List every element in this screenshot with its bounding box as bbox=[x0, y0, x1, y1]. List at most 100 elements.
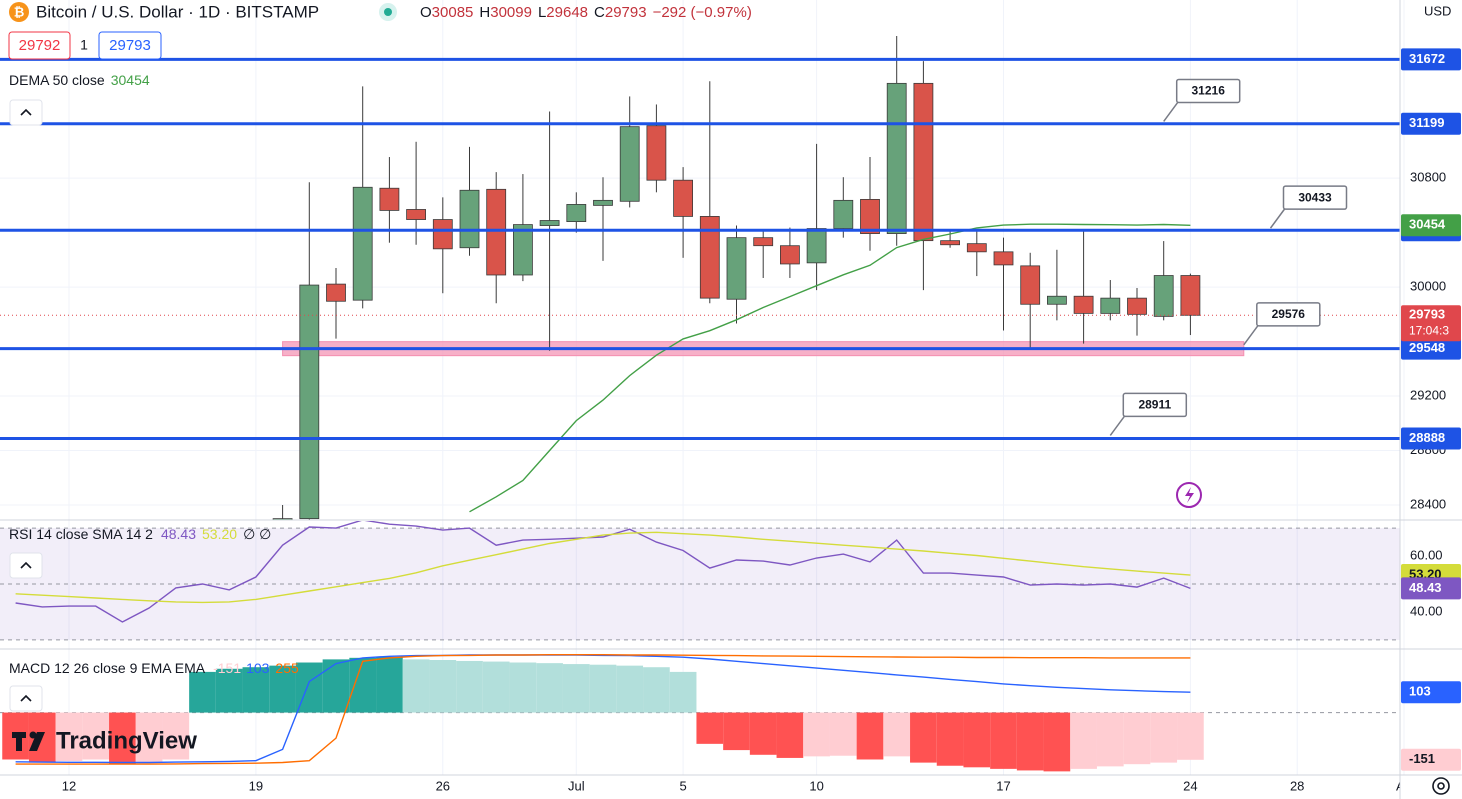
callout-box bbox=[1256, 302, 1321, 327]
indicator-line bbox=[15, 531, 1191, 604]
gear-ring[interactable] bbox=[1432, 777, 1450, 795]
collapse-button[interactable] bbox=[9, 685, 43, 712]
logo-mark bbox=[29, 731, 37, 739]
chevron bbox=[20, 694, 32, 702]
y-tick-label: 29200 bbox=[1410, 387, 1446, 402]
settings-icon[interactable] bbox=[1432, 777, 1450, 795]
callout-pointer bbox=[1163, 102, 1179, 122]
candle-body bbox=[379, 187, 400, 211]
callout-box bbox=[1122, 392, 1188, 418]
ask: 29793 bbox=[109, 37, 151, 54]
overlay-label: 30454 bbox=[1409, 217, 1446, 232]
ohlc-letter: O bbox=[420, 4, 432, 21]
hline-label: 31199 bbox=[1409, 115, 1444, 130]
x-tick-label: 24 bbox=[1183, 778, 1197, 793]
alert-bolt bbox=[1185, 487, 1194, 503]
button-box[interactable] bbox=[9, 99, 43, 126]
candle-body bbox=[673, 179, 693, 217]
histogram-bar bbox=[215, 668, 243, 713]
candle-body bbox=[806, 228, 827, 264]
callout-box bbox=[1282, 185, 1348, 210]
collapse-button[interactable] bbox=[9, 552, 43, 579]
histogram-bar bbox=[162, 712, 190, 760]
candle-body bbox=[753, 237, 774, 247]
hline-label-box bbox=[1401, 48, 1461, 71]
x-tick-label: 17 bbox=[996, 778, 1010, 793]
collapse-button[interactable] bbox=[9, 99, 43, 126]
rsi-legend: RSI 14 close SMA 14 2 48.43 53.20 ∅ ∅ bbox=[9, 526, 271, 542]
ohlc-letter: H bbox=[479, 4, 490, 21]
x-tick-label: Au bbox=[1396, 778, 1412, 793]
histogram-bar bbox=[803, 712, 830, 757]
callout-label: 31216 bbox=[1192, 84, 1226, 98]
button-box[interactable] bbox=[9, 552, 43, 579]
macd-pane bbox=[0, 654, 1400, 772]
macd-label: 103 bbox=[1409, 684, 1431, 699]
legend-value: 53.20 bbox=[202, 526, 237, 542]
overlay-name: DEMA 50 close bbox=[9, 72, 105, 88]
candle-body bbox=[1047, 295, 1067, 305]
candle-body bbox=[619, 126, 640, 202]
candle-body bbox=[326, 283, 346, 302]
candle-body bbox=[699, 216, 720, 299]
callout-label: 28911 bbox=[1138, 398, 1171, 412]
candle-body bbox=[513, 224, 533, 276]
histogram-bar bbox=[1043, 712, 1071, 772]
ohlc-close: 29793 bbox=[605, 4, 647, 21]
candle-body bbox=[1180, 275, 1201, 316]
ask-box[interactable] bbox=[98, 31, 162, 60]
histogram-bar bbox=[776, 712, 804, 758]
candle-body bbox=[299, 284, 320, 520]
bid-box[interactable] bbox=[8, 31, 71, 60]
histogram-bar bbox=[963, 712, 991, 768]
logo-mark bbox=[29, 732, 45, 751]
candle-body bbox=[1153, 275, 1174, 317]
ohlc: O30085 H30099 L29648 C29793 −292 (−0.97%) bbox=[420, 4, 752, 21]
histogram-bar bbox=[1096, 712, 1124, 767]
candle-body bbox=[966, 243, 987, 253]
overlay-value: 30454 bbox=[111, 72, 150, 88]
alert-icon[interactable] bbox=[1176, 482, 1202, 508]
histogram-bar bbox=[589, 664, 617, 713]
candle-body bbox=[940, 240, 960, 246]
candle-body bbox=[272, 518, 293, 520]
histogram-bar bbox=[829, 712, 857, 756]
histogram-bar bbox=[242, 667, 270, 713]
x-tick-label: Jul bbox=[568, 778, 585, 793]
hline-label-box bbox=[1401, 112, 1461, 135]
histogram-bar bbox=[696, 712, 724, 744]
candle-body bbox=[432, 219, 453, 250]
logo-text: TradingView bbox=[56, 727, 197, 754]
bid: 29792 bbox=[19, 37, 61, 54]
legend-value: 103 bbox=[246, 660, 270, 676]
histogram-bar bbox=[189, 671, 216, 713]
histogram-bar bbox=[616, 665, 644, 713]
macd-legend: MACD 12 26 close 9 EMA EMA -151 103 255 bbox=[9, 660, 299, 676]
x-tick-label: 5 bbox=[679, 778, 686, 793]
currency: USD bbox=[1424, 3, 1451, 18]
candle-body bbox=[352, 186, 373, 301]
histogram-bar bbox=[536, 663, 563, 713]
histogram-bar bbox=[55, 712, 83, 762]
candle-body bbox=[860, 198, 880, 234]
candle-body bbox=[1127, 297, 1147, 315]
hline-label: 28888 bbox=[1409, 430, 1445, 445]
candle-body bbox=[1020, 265, 1041, 305]
histogram-bar bbox=[883, 712, 911, 757]
histogram-bar bbox=[856, 712, 884, 760]
callout-box bbox=[1175, 78, 1241, 104]
hline-label: 29548 bbox=[1409, 340, 1445, 355]
main-pane bbox=[0, 35, 1400, 520]
histogram-bar bbox=[910, 712, 937, 763]
overlay-line bbox=[469, 223, 1191, 513]
y-tick-label: 28400 bbox=[1410, 496, 1446, 511]
callout-label: 29576 bbox=[1272, 307, 1306, 321]
candle-body bbox=[913, 82, 934, 242]
callout-pointer bbox=[1109, 415, 1125, 436]
button-box[interactable] bbox=[9, 685, 43, 712]
hline-label-box bbox=[1401, 337, 1461, 360]
candle-body bbox=[1100, 297, 1121, 314]
x-tick-label: 19 bbox=[249, 778, 263, 793]
